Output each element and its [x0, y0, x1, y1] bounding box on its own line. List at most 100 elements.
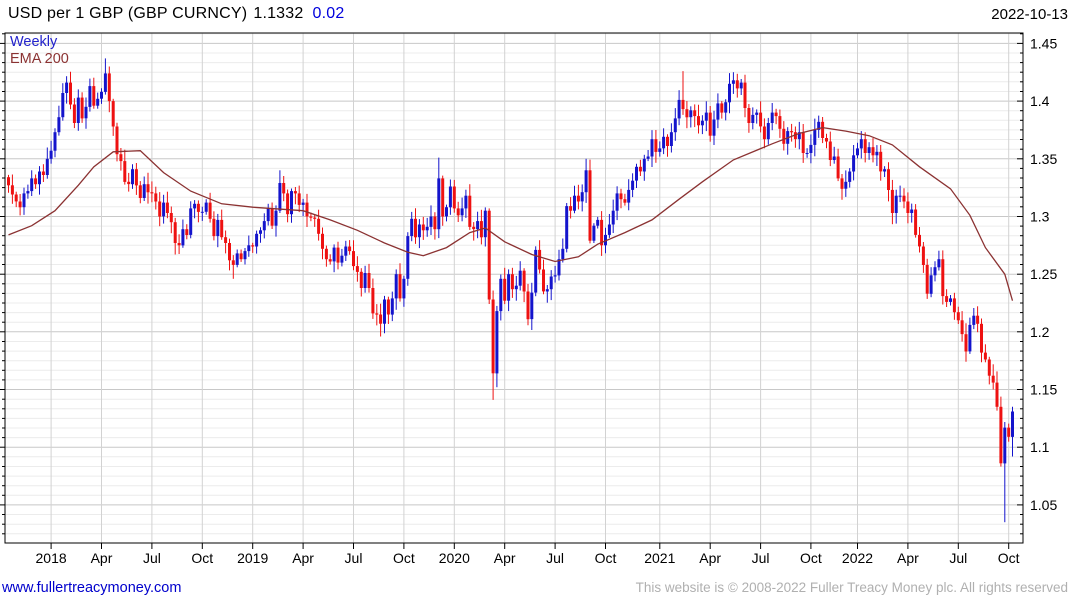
y-axis-tick-label: 1.35: [1030, 151, 1057, 167]
candle-body-down: [487, 210, 491, 300]
candle-body-down: [840, 178, 844, 189]
candle-body-down: [774, 112, 778, 117]
candle-body-up: [894, 195, 898, 213]
x-axis-tick-label: Jul: [949, 550, 967, 566]
candle-body-down: [793, 132, 797, 140]
x-axis-tick-label: Jul: [345, 550, 363, 566]
website-link[interactable]: www.fullertreacymoney.com: [2, 580, 182, 596]
candle-body-up: [483, 210, 487, 238]
candle-body-down: [169, 213, 173, 223]
candle-body-up: [204, 202, 208, 212]
candle-body-down: [588, 170, 592, 241]
candle-body-down: [111, 101, 115, 127]
candle-body-up: [573, 195, 576, 211]
candle-body-down: [336, 247, 340, 263]
candle-body-down: [964, 334, 968, 352]
candle-body-down: [697, 116, 700, 126]
candle-body-up: [200, 211, 204, 213]
candle-body-down: [239, 253, 243, 260]
candle-body-down: [208, 202, 212, 219]
candle-body-up: [445, 207, 448, 217]
candle-body-down: [173, 222, 177, 243]
candle-body-down: [685, 109, 689, 118]
candle-body-down: [623, 199, 627, 203]
candle-body-down: [371, 288, 375, 314]
candle-body-up: [611, 210, 615, 225]
candle-body-down: [282, 183, 286, 194]
candle-body-up: [530, 292, 534, 320]
candle-body-up: [724, 102, 728, 113]
candle-body-up: [607, 224, 611, 235]
candle-body-up: [972, 315, 976, 325]
candle-body-down: [569, 206, 573, 211]
x-axis-tick-label: Oct: [595, 550, 617, 566]
candle-body-up: [770, 112, 774, 123]
grid-layer: [5, 33, 1023, 543]
candle-body-down: [921, 246, 925, 265]
candle-body-up: [394, 274, 398, 299]
candle-body-up: [584, 170, 588, 193]
candle-body-up: [856, 148, 859, 156]
candle-body-up: [30, 178, 34, 192]
y-axis-tick-label: 1.25: [1030, 266, 1057, 282]
candle-body-down: [681, 99, 685, 110]
candle-body-up: [100, 91, 103, 99]
candle-body-down: [522, 270, 526, 292]
candle-body-up: [84, 106, 88, 119]
candle-body-down: [735, 80, 739, 89]
candle-body-up: [929, 275, 933, 294]
candle-body-down: [542, 269, 545, 292]
ema-200-line: [8, 126, 1014, 301]
candle-body-up: [38, 171, 41, 185]
candle-body-down: [297, 193, 301, 205]
candle-body-up: [162, 202, 166, 217]
candle-body-down: [421, 224, 425, 231]
candle-body-down: [293, 191, 297, 194]
candle-body-up: [278, 183, 282, 211]
candle-body-up: [460, 208, 464, 216]
candle-body-down: [324, 248, 328, 260]
candle-body-down: [212, 218, 216, 237]
candle-body-down: [69, 82, 72, 105]
candle-body-up: [53, 132, 57, 151]
candle-body-up: [22, 193, 26, 208]
y-axis-tick-label: 1.45: [1030, 35, 1057, 51]
candle-body-up: [700, 120, 704, 126]
candle-body-down: [150, 192, 154, 194]
candle-body-up: [243, 251, 247, 260]
ema-layer: [8, 126, 1014, 301]
y-axis-tick-label: 1.15: [1030, 382, 1057, 398]
candle-body-up: [363, 273, 367, 288]
candle-body-up: [57, 117, 61, 133]
copyright-text: This website is © 2008-2022 Fuller Treac…: [635, 580, 1068, 595]
candle-body-down: [355, 266, 359, 272]
candle-body-up: [1011, 411, 1014, 437]
candle-body-up: [937, 259, 941, 268]
candle-body-up: [290, 191, 293, 215]
candle-body-up: [859, 139, 863, 149]
candle-body-down: [526, 291, 530, 320]
candle-body-up: [549, 276, 553, 290]
candle-body-up: [844, 181, 848, 189]
legend-ema-200: EMA 200: [10, 51, 69, 67]
candle-body-down: [952, 298, 956, 313]
candle-body-down: [708, 112, 712, 136]
candle-body-down: [759, 112, 763, 127]
candle-body-up: [805, 153, 809, 154]
candle-body-up: [673, 118, 677, 133]
candle-body-down: [576, 195, 580, 202]
candle-body-down: [918, 234, 921, 247]
candle-body-down: [398, 274, 402, 299]
candle-body-down: [313, 217, 317, 219]
candle-body-up: [739, 82, 743, 89]
candle-body-up: [103, 73, 107, 92]
candle-body-down: [720, 103, 724, 113]
candle-body-down: [18, 201, 22, 208]
candle-body-down: [414, 218, 417, 238]
candle-body-up: [76, 97, 80, 123]
candle-body-up: [235, 253, 239, 265]
candle-body-down: [987, 359, 991, 376]
candle-body-down: [328, 259, 332, 262]
